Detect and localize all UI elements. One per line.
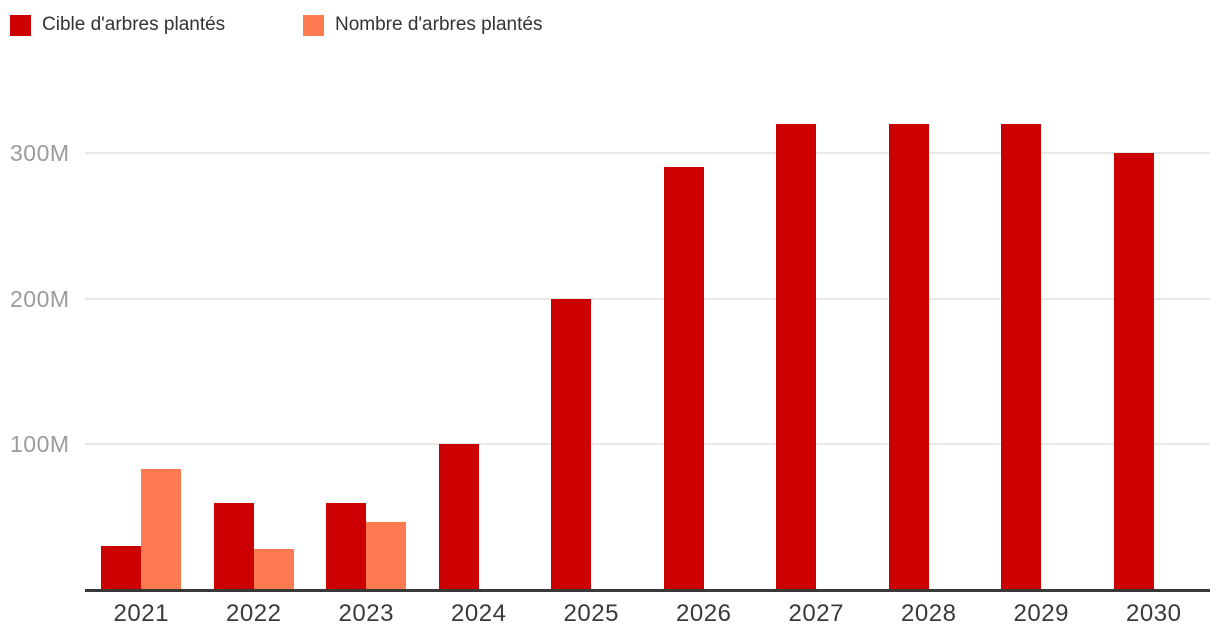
x-axis-label-2021: 2021 xyxy=(113,600,169,627)
bar-cible-2025 xyxy=(551,298,592,590)
x-axis-label-2030: 2030 xyxy=(1126,600,1182,627)
x-axis-label-2029: 2029 xyxy=(1013,600,1069,627)
y-axis-label-100M: 100M xyxy=(10,431,70,458)
gridline-100M xyxy=(85,443,1210,446)
legend-label-nombre: Nombre d'arbres plantés xyxy=(335,14,543,35)
x-axis-label-2024: 2024 xyxy=(451,600,507,627)
bar-cible-2024 xyxy=(438,444,479,590)
bar-nombre-2021 xyxy=(141,469,182,590)
x-axis-label-2028: 2028 xyxy=(901,600,957,627)
gridline-200M xyxy=(85,297,1210,300)
chart-legend: Cible d'arbres plantés Nombre d'arbres p… xyxy=(0,0,1220,52)
y-axis-label-200M: 200M xyxy=(10,285,70,312)
x-axis-label-2025: 2025 xyxy=(563,600,619,627)
bar-nombre-2023 xyxy=(366,521,407,590)
x-axis-label-2026: 2026 xyxy=(676,600,732,627)
legend-item-nombre: Nombre d'arbres plantés xyxy=(303,14,542,36)
bar-cible-2026 xyxy=(663,167,704,590)
bar-cible-2021 xyxy=(101,546,142,590)
y-axis-label-300M: 300M xyxy=(10,139,70,166)
bar-cible-2028 xyxy=(888,123,929,590)
bar-cible-2022 xyxy=(213,502,254,590)
gridline-300M xyxy=(85,151,1210,154)
bar-cible-2029 xyxy=(1001,123,1042,590)
bar-nombre-2022 xyxy=(253,549,294,590)
legend-label-cible: Cible d'arbres plantés xyxy=(42,14,226,35)
x-axis-label-2023: 2023 xyxy=(338,600,394,627)
bar-cible-2023 xyxy=(326,502,367,590)
legend-item-cible: Cible d'arbres plantés xyxy=(10,14,225,36)
x-axis-label-2027: 2027 xyxy=(788,600,844,627)
legend-swatch-nombre xyxy=(303,14,324,36)
bar-cible-2027 xyxy=(776,123,817,590)
x-axis-line xyxy=(85,589,1210,592)
bar-cible-2030 xyxy=(1113,152,1154,590)
x-axis-label-2022: 2022 xyxy=(226,600,282,627)
legend-swatch-cible xyxy=(10,14,31,36)
